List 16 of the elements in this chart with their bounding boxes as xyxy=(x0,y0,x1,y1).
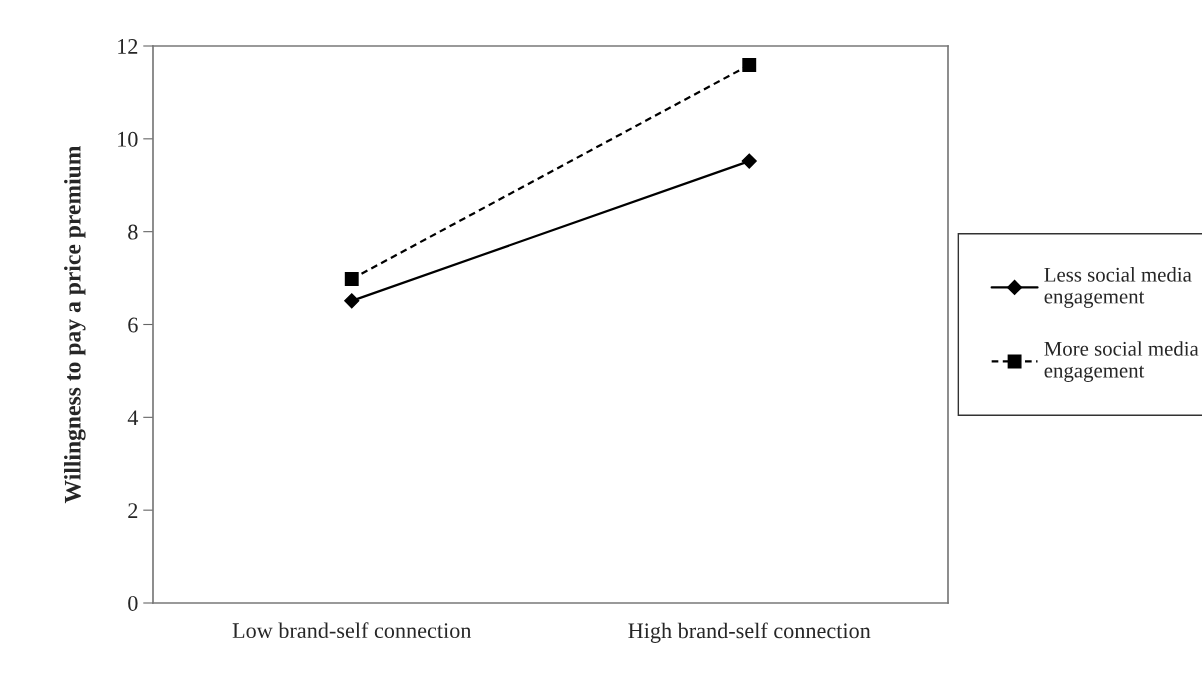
point xyxy=(344,272,359,286)
point xyxy=(742,58,757,72)
y-tick-label: 0 xyxy=(128,595,138,611)
y-tick-label: 6 xyxy=(128,317,138,333)
y-tick-label: 10 xyxy=(118,131,138,147)
y-tick-label: 2 xyxy=(128,503,138,518)
point xyxy=(741,153,757,169)
x-tick-label: Low brand-self connection xyxy=(232,622,472,639)
y-tick-label: 4 xyxy=(127,410,139,426)
x-tick-label: High brand-self connection xyxy=(628,622,871,643)
point xyxy=(344,293,360,309)
y-axis-title: Willingness to pay a price premium xyxy=(64,145,86,504)
y-tick-label: 12 xyxy=(118,38,138,54)
legend-label: More social media engagement xyxy=(1044,341,1199,382)
y-tick-label: 8 xyxy=(128,224,138,240)
legend-label: Less social media engagement xyxy=(1044,267,1192,308)
